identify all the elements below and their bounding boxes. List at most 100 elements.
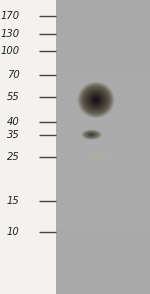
Ellipse shape bbox=[78, 83, 114, 117]
Bar bbox=[56, 206, 150, 212]
Bar bbox=[56, 188, 150, 194]
Ellipse shape bbox=[83, 131, 100, 139]
Ellipse shape bbox=[84, 88, 108, 112]
Bar bbox=[56, 47, 150, 53]
Bar bbox=[56, 18, 150, 24]
Bar bbox=[56, 194, 150, 200]
Bar bbox=[56, 241, 150, 247]
Ellipse shape bbox=[95, 99, 97, 101]
Ellipse shape bbox=[92, 156, 103, 159]
Ellipse shape bbox=[90, 155, 105, 159]
Bar bbox=[56, 276, 150, 282]
Bar bbox=[56, 6, 150, 12]
Bar bbox=[56, 135, 150, 141]
Ellipse shape bbox=[77, 81, 115, 118]
Bar bbox=[56, 12, 150, 18]
Bar bbox=[56, 76, 150, 82]
Bar bbox=[56, 147, 150, 153]
Bar bbox=[56, 29, 150, 35]
Ellipse shape bbox=[96, 157, 99, 158]
Bar bbox=[56, 171, 150, 176]
Ellipse shape bbox=[80, 85, 112, 115]
Text: 70: 70 bbox=[7, 70, 20, 80]
Ellipse shape bbox=[85, 131, 98, 138]
Ellipse shape bbox=[94, 156, 101, 158]
Ellipse shape bbox=[94, 98, 98, 102]
Text: 100: 100 bbox=[0, 46, 20, 56]
Bar bbox=[56, 94, 150, 100]
Ellipse shape bbox=[95, 99, 97, 101]
Text: 10: 10 bbox=[7, 227, 20, 237]
Ellipse shape bbox=[89, 155, 106, 159]
Ellipse shape bbox=[90, 156, 105, 159]
Bar bbox=[56, 265, 150, 270]
Ellipse shape bbox=[95, 157, 100, 158]
Bar bbox=[56, 270, 150, 276]
Bar bbox=[56, 59, 150, 65]
Bar bbox=[56, 106, 150, 112]
Ellipse shape bbox=[84, 88, 108, 111]
Ellipse shape bbox=[83, 87, 109, 113]
Bar bbox=[56, 200, 150, 206]
Ellipse shape bbox=[93, 156, 102, 158]
Ellipse shape bbox=[93, 97, 99, 103]
Bar bbox=[56, 282, 150, 288]
Bar bbox=[56, 212, 150, 218]
Ellipse shape bbox=[89, 133, 94, 136]
Ellipse shape bbox=[92, 96, 100, 104]
Ellipse shape bbox=[81, 130, 102, 140]
Bar bbox=[56, 118, 150, 123]
Bar bbox=[56, 247, 150, 253]
Bar bbox=[56, 53, 150, 59]
Ellipse shape bbox=[84, 131, 99, 138]
Bar bbox=[56, 112, 150, 118]
Bar bbox=[56, 235, 150, 241]
Bar bbox=[56, 229, 150, 235]
Ellipse shape bbox=[86, 132, 97, 138]
Ellipse shape bbox=[92, 96, 100, 104]
Ellipse shape bbox=[87, 91, 105, 109]
Bar bbox=[56, 0, 150, 294]
Ellipse shape bbox=[79, 83, 113, 116]
Text: 55: 55 bbox=[7, 92, 20, 102]
Ellipse shape bbox=[95, 157, 100, 158]
Bar bbox=[56, 100, 150, 106]
Ellipse shape bbox=[90, 93, 102, 106]
Bar bbox=[56, 165, 150, 171]
Ellipse shape bbox=[91, 95, 101, 105]
Bar bbox=[56, 253, 150, 259]
Text: 170: 170 bbox=[0, 11, 20, 21]
Ellipse shape bbox=[78, 82, 114, 118]
Ellipse shape bbox=[85, 89, 107, 111]
Bar bbox=[56, 141, 150, 147]
Ellipse shape bbox=[82, 130, 100, 139]
Bar bbox=[56, 182, 150, 188]
Bar bbox=[56, 24, 150, 29]
Ellipse shape bbox=[88, 155, 107, 160]
Bar bbox=[56, 123, 150, 129]
Ellipse shape bbox=[88, 92, 104, 108]
Ellipse shape bbox=[90, 134, 93, 136]
Bar bbox=[56, 159, 150, 165]
Ellipse shape bbox=[88, 92, 104, 108]
Bar bbox=[56, 288, 150, 294]
Ellipse shape bbox=[86, 90, 106, 110]
Bar bbox=[56, 259, 150, 265]
Bar bbox=[56, 35, 150, 41]
Ellipse shape bbox=[88, 133, 95, 136]
Text: 25: 25 bbox=[7, 152, 20, 162]
Text: 15: 15 bbox=[7, 196, 20, 206]
Ellipse shape bbox=[87, 132, 96, 137]
Ellipse shape bbox=[88, 133, 95, 137]
Ellipse shape bbox=[97, 157, 98, 158]
Ellipse shape bbox=[90, 94, 102, 106]
Ellipse shape bbox=[81, 129, 102, 140]
Bar bbox=[56, 218, 150, 223]
Text: 35: 35 bbox=[7, 130, 20, 140]
Ellipse shape bbox=[93, 97, 99, 103]
Ellipse shape bbox=[82, 130, 101, 139]
Ellipse shape bbox=[90, 134, 93, 135]
Ellipse shape bbox=[88, 155, 107, 160]
Ellipse shape bbox=[86, 90, 106, 110]
Text: 130: 130 bbox=[0, 29, 20, 39]
